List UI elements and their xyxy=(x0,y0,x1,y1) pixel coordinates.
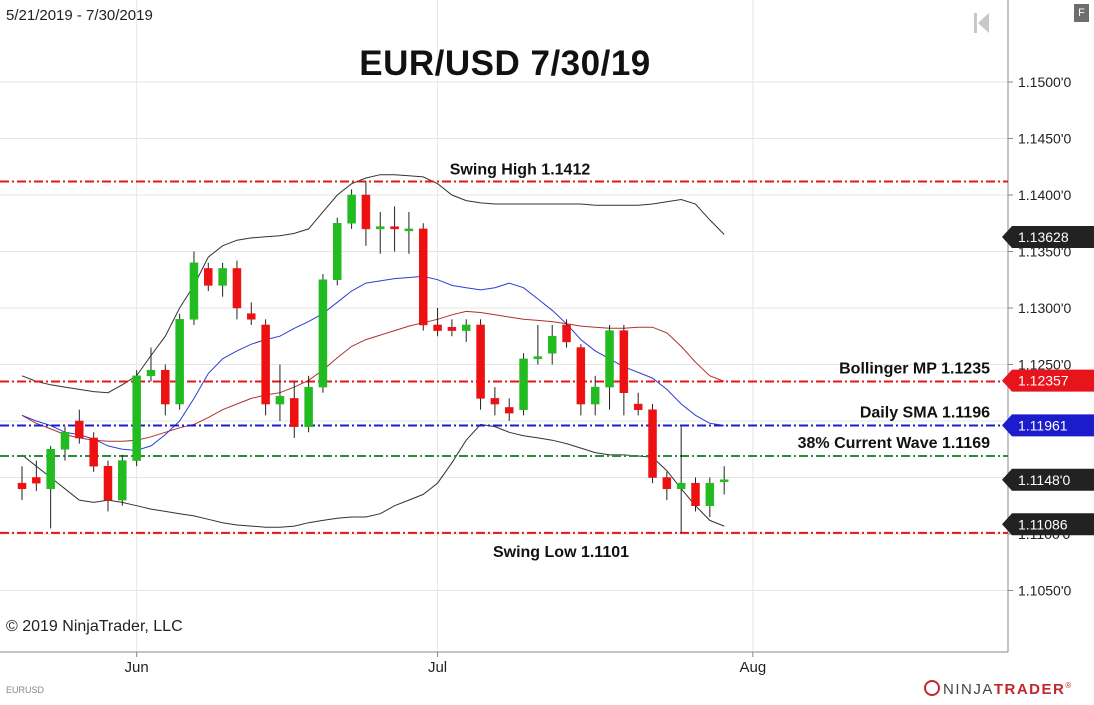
candle-body xyxy=(476,324,485,399)
candle-body xyxy=(418,228,428,326)
y-tick-label: 1.1300'0 xyxy=(1018,300,1071,316)
candle-body xyxy=(175,319,184,405)
candle-body xyxy=(304,386,313,427)
candle-body xyxy=(347,194,356,224)
candle-body xyxy=(161,369,170,405)
candle-body xyxy=(232,268,242,309)
candle-body xyxy=(390,226,399,230)
scroll-to-end-button[interactable] xyxy=(972,10,992,36)
chart-title: EUR/USD 7/30/19 xyxy=(359,44,651,83)
price-marker-label: 1.11086 xyxy=(1018,516,1068,532)
candle-body xyxy=(75,420,84,439)
candle-body xyxy=(46,449,55,490)
candle-body xyxy=(576,347,586,405)
candle-body xyxy=(633,403,643,410)
level-label: 38% Current Wave 1.1169 xyxy=(798,435,991,452)
level-label: Swing Low 1.1101 xyxy=(493,544,629,561)
candle-body xyxy=(218,268,227,286)
candle-body xyxy=(17,482,27,490)
x-tick-label: Jun xyxy=(125,659,149,676)
x-tick-label: Jul xyxy=(428,659,447,676)
candle-body xyxy=(275,395,285,405)
candle-body xyxy=(376,226,385,230)
level-label: Swing High 1.1412 xyxy=(450,161,591,178)
x-tick-label: Aug xyxy=(739,659,766,676)
candle-body xyxy=(533,356,543,360)
brand-prefix: NINJA xyxy=(943,681,994,698)
candle-body xyxy=(590,386,600,405)
candle-body xyxy=(89,437,98,467)
candle-body xyxy=(261,324,270,405)
price-marker-label: 1.1148'0 xyxy=(1018,472,1070,488)
candle-body xyxy=(290,398,299,427)
candle-body xyxy=(146,369,156,377)
price-marker xyxy=(1002,468,1094,491)
candle-body xyxy=(132,375,141,461)
bollinger-lower-line xyxy=(21,423,725,528)
candle-body xyxy=(103,465,113,501)
candle-body xyxy=(547,336,557,354)
brand-logo: NINJATRADER® xyxy=(924,680,1073,698)
price-marker xyxy=(1002,369,1094,392)
price-marker xyxy=(1002,226,1094,249)
f-button[interactable]: F xyxy=(1074,4,1089,22)
candle-body xyxy=(404,228,414,232)
candle-body xyxy=(318,279,328,388)
candle-body xyxy=(504,407,514,414)
candle-body xyxy=(719,479,729,483)
brand-suffix: TRADER xyxy=(993,681,1066,698)
y-tick-label: 1.1400'0 xyxy=(1018,187,1071,203)
price-marker xyxy=(1002,513,1094,536)
level-label: Daily SMA 1.1196 xyxy=(860,405,990,422)
level-label: Bollinger MP 1.1235 xyxy=(839,360,990,377)
copyright: © 2019 NinjaTrader, LLC xyxy=(6,618,183,635)
brand-mark: ® xyxy=(1065,681,1073,690)
candle-body xyxy=(562,324,571,343)
price-marker-label: 1.12357 xyxy=(1018,373,1069,389)
candle-body xyxy=(433,324,442,331)
candle-body xyxy=(648,409,657,478)
candle-body xyxy=(333,223,342,280)
y-tick-label: 1.1250'0 xyxy=(1018,357,1071,373)
date-range: 5/21/2019 - 7/30/2019 xyxy=(6,7,153,24)
sma-line xyxy=(21,275,725,451)
candle-body xyxy=(118,460,127,501)
y-tick-label: 1.1450'0 xyxy=(1018,131,1071,147)
candle-body xyxy=(662,477,672,490)
candle-body xyxy=(461,324,471,331)
logo-ring-icon xyxy=(924,680,940,696)
symbol-label: EURUSD xyxy=(6,685,45,695)
candle-body xyxy=(361,194,371,230)
bollinger-mid-line xyxy=(21,310,725,442)
candle-body xyxy=(189,262,199,320)
price-marker-label: 1.11961 xyxy=(1018,417,1068,433)
candle-body xyxy=(447,326,457,331)
candle-body xyxy=(60,432,70,450)
candle-body xyxy=(605,330,614,388)
candle-body xyxy=(676,482,686,490)
candle-body xyxy=(204,268,213,286)
candle-body xyxy=(619,330,629,394)
scroll-end-icon xyxy=(974,13,989,33)
candle-body xyxy=(32,477,41,484)
candle-body xyxy=(490,398,500,405)
price-marker-label: 1.13628 xyxy=(1018,229,1069,245)
candle-body xyxy=(247,313,256,320)
bollinger-upper-line xyxy=(21,174,725,394)
candle-body xyxy=(691,482,700,506)
candle-body xyxy=(519,358,528,410)
y-tick-label: 1.1500'0 xyxy=(1018,74,1071,90)
candle-body xyxy=(705,482,715,506)
price-marker xyxy=(1002,414,1094,437)
y-tick-label: 1.1050'0 xyxy=(1018,583,1071,599)
